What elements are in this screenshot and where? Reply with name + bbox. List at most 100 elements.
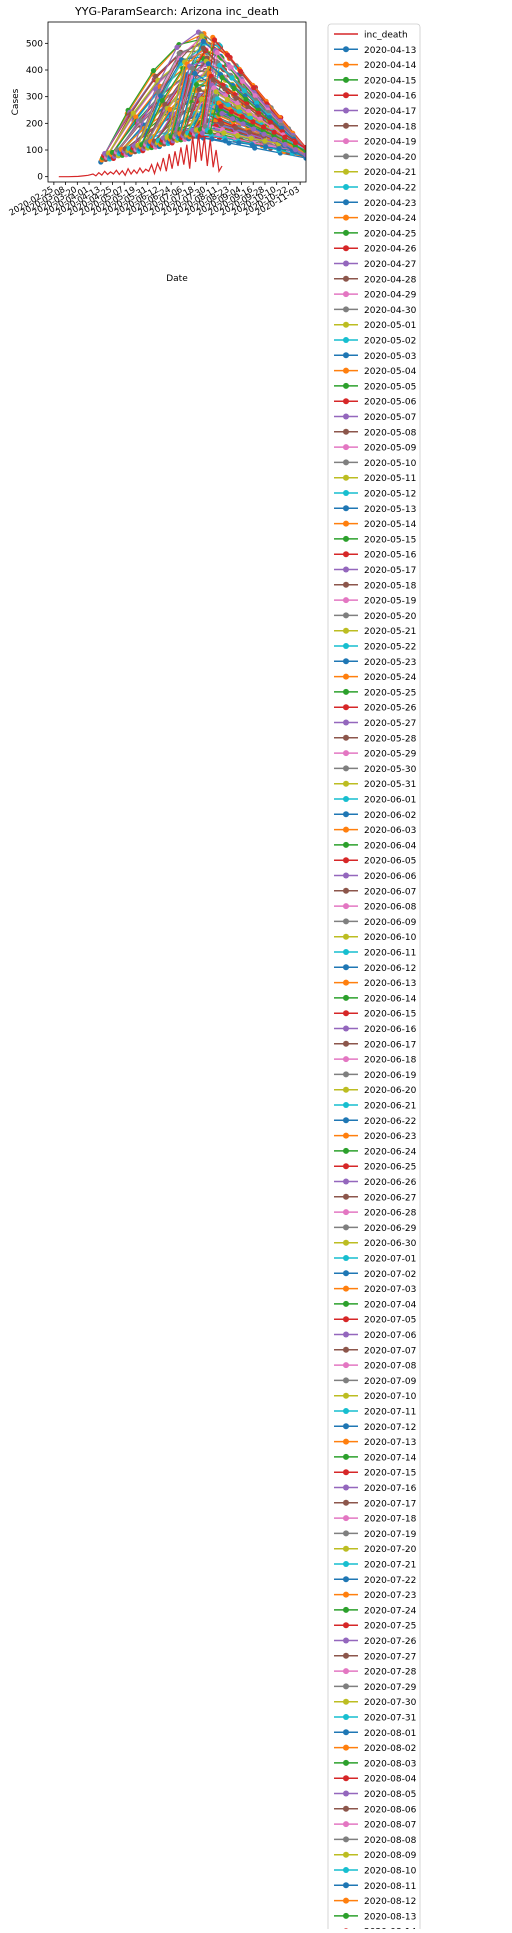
legend-entry: 2020-04-21 [334,168,416,178]
forecast-point [262,138,268,144]
legend: inc_death 2020-04-13 2020-04-14 2020-04-15 2… [334,31,417,1933]
legend-entry: 2020-07-15 [334,1469,416,1479]
legend-marker [343,413,349,420]
legend-entry: 2020-06-21 [334,1102,416,1112]
legend-label: 2020-06-20 [364,1086,417,1096]
legend-label: 2020-07-13 [364,1438,416,1448]
legend-marker [343,811,349,818]
legend-entry: 2020-07-24 [334,1606,417,1616]
legend-marker [343,1790,349,1797]
legend-label: 2020-08-13 [364,1912,416,1922]
legend-entry: 2020-05-15 [334,535,416,545]
legend-marker [343,1668,349,1675]
legend-entry: 2020-05-07 [334,413,416,423]
legend-entry: 2020-06-15 [334,1010,416,1020]
forecast-point [236,140,242,146]
legend-label: 2020-06-06 [364,872,417,882]
forecast-point [303,152,306,158]
legend-label: 2020-06-01 [364,796,416,806]
legend-label: 2020-05-02 [364,337,416,347]
legend-marker [343,1132,349,1139]
forecast-point [276,146,282,152]
forecast-point [150,68,157,74]
legend-entry: 2020-05-01 [334,321,416,331]
legend-marker [343,1882,349,1889]
legend-entry: 2020-08-05 [334,1790,416,1800]
legend-label: 2020-07-22 [364,1576,416,1586]
legend-label: 2020-06-18 [364,1056,417,1066]
forecast-point [199,130,205,136]
legend-entry: 2020-05-30 [334,765,417,775]
forecast-point [271,136,278,142]
legend-marker [343,1484,349,1491]
legend-entry: 2020-07-23 [334,1591,416,1601]
legend-label: 2020-05-24 [364,673,417,683]
plot-area [58,29,306,178]
legend-marker [343,1102,349,1108]
legend-marker [343,1040,349,1047]
legend-marker [343,321,349,328]
legend-entry: 2020-05-27 [334,719,416,729]
legend-entry: 2020-06-28 [334,1209,417,1219]
legend-label: 2020-08-05 [364,1790,416,1800]
legend-label: 2020-06-21 [364,1102,416,1112]
forecast-point [192,70,198,76]
legend-label: 2020-07-04 [364,1300,417,1310]
legend-marker [343,1117,349,1124]
forecast-point [214,49,220,56]
legend-label: 2020-07-16 [364,1484,417,1494]
legend-label: 2020-05-22 [364,643,416,653]
legend-label: 2020-07-10 [364,1392,417,1402]
legend-entry: 2020-08-12 [334,1897,416,1907]
legend-entry: 2020-08-03 [334,1759,416,1769]
legend-marker [343,490,349,496]
legend-entry: 2020-06-17 [334,1040,416,1050]
forecast-point [189,65,195,71]
legend-entry: 2020-04-17 [334,107,416,117]
legend-entry: 2020-06-01 [334,796,416,806]
legend-entry: 2020-08-04 [334,1775,417,1785]
legend-marker [343,199,349,206]
legend-marker [343,138,349,145]
forecast-point [219,74,225,81]
legend-marker [343,459,349,466]
legend-marker [343,597,349,604]
legend-entry: 2020-04-14 [334,61,417,71]
legend-entry: 2020-06-22 [334,1117,416,1127]
legend-label: 2020-07-25 [364,1622,416,1632]
legend-entry: 2020-05-10 [334,459,417,469]
legend-entry: 2020-07-12 [334,1423,416,1433]
forecast-point [133,114,139,120]
legend-marker [343,168,349,175]
legend-entry: 2020-04-28 [334,275,417,285]
legend-label: 2020-05-09 [364,444,417,454]
legend-entry: 2020-07-06 [334,1331,417,1341]
legend-label: 2020-06-19 [364,1071,417,1081]
legend-label: 2020-05-28 [364,734,417,744]
legend-marker [343,1867,349,1873]
legend-label: 2020-07-18 [364,1515,417,1525]
forecast-point [210,77,216,83]
legend-marker [343,398,349,405]
legend-label: 2020-05-19 [364,597,417,607]
legend-entry: 2020-06-16 [334,1025,417,1035]
legend-entry: 2020-04-24 [334,214,417,224]
legend-label: 2020-06-30 [364,1239,417,1249]
forecast-point [282,141,288,148]
legend-marker [343,444,349,451]
legend-label: 2020-04-13 [364,46,416,56]
legend-entry: 2020-05-18 [334,581,417,591]
legend-label: 2020-07-24 [364,1606,417,1616]
legend-entry: 2020-06-02 [334,811,416,821]
legend-marker [343,1714,349,1720]
legend-marker [343,1851,349,1858]
forecast-point [218,103,224,109]
legend-label: 2020-08-11 [364,1882,416,1892]
legend-label: 2020-07-08 [364,1362,417,1372]
legend-label: 2020-05-12 [364,490,416,500]
legend-entry: 2020-05-13 [334,505,416,515]
y-tick-label: 0 [37,173,43,183]
legend-marker [343,551,349,558]
forecast-point [292,139,298,146]
legend-entry: 2020-05-23 [334,658,416,668]
